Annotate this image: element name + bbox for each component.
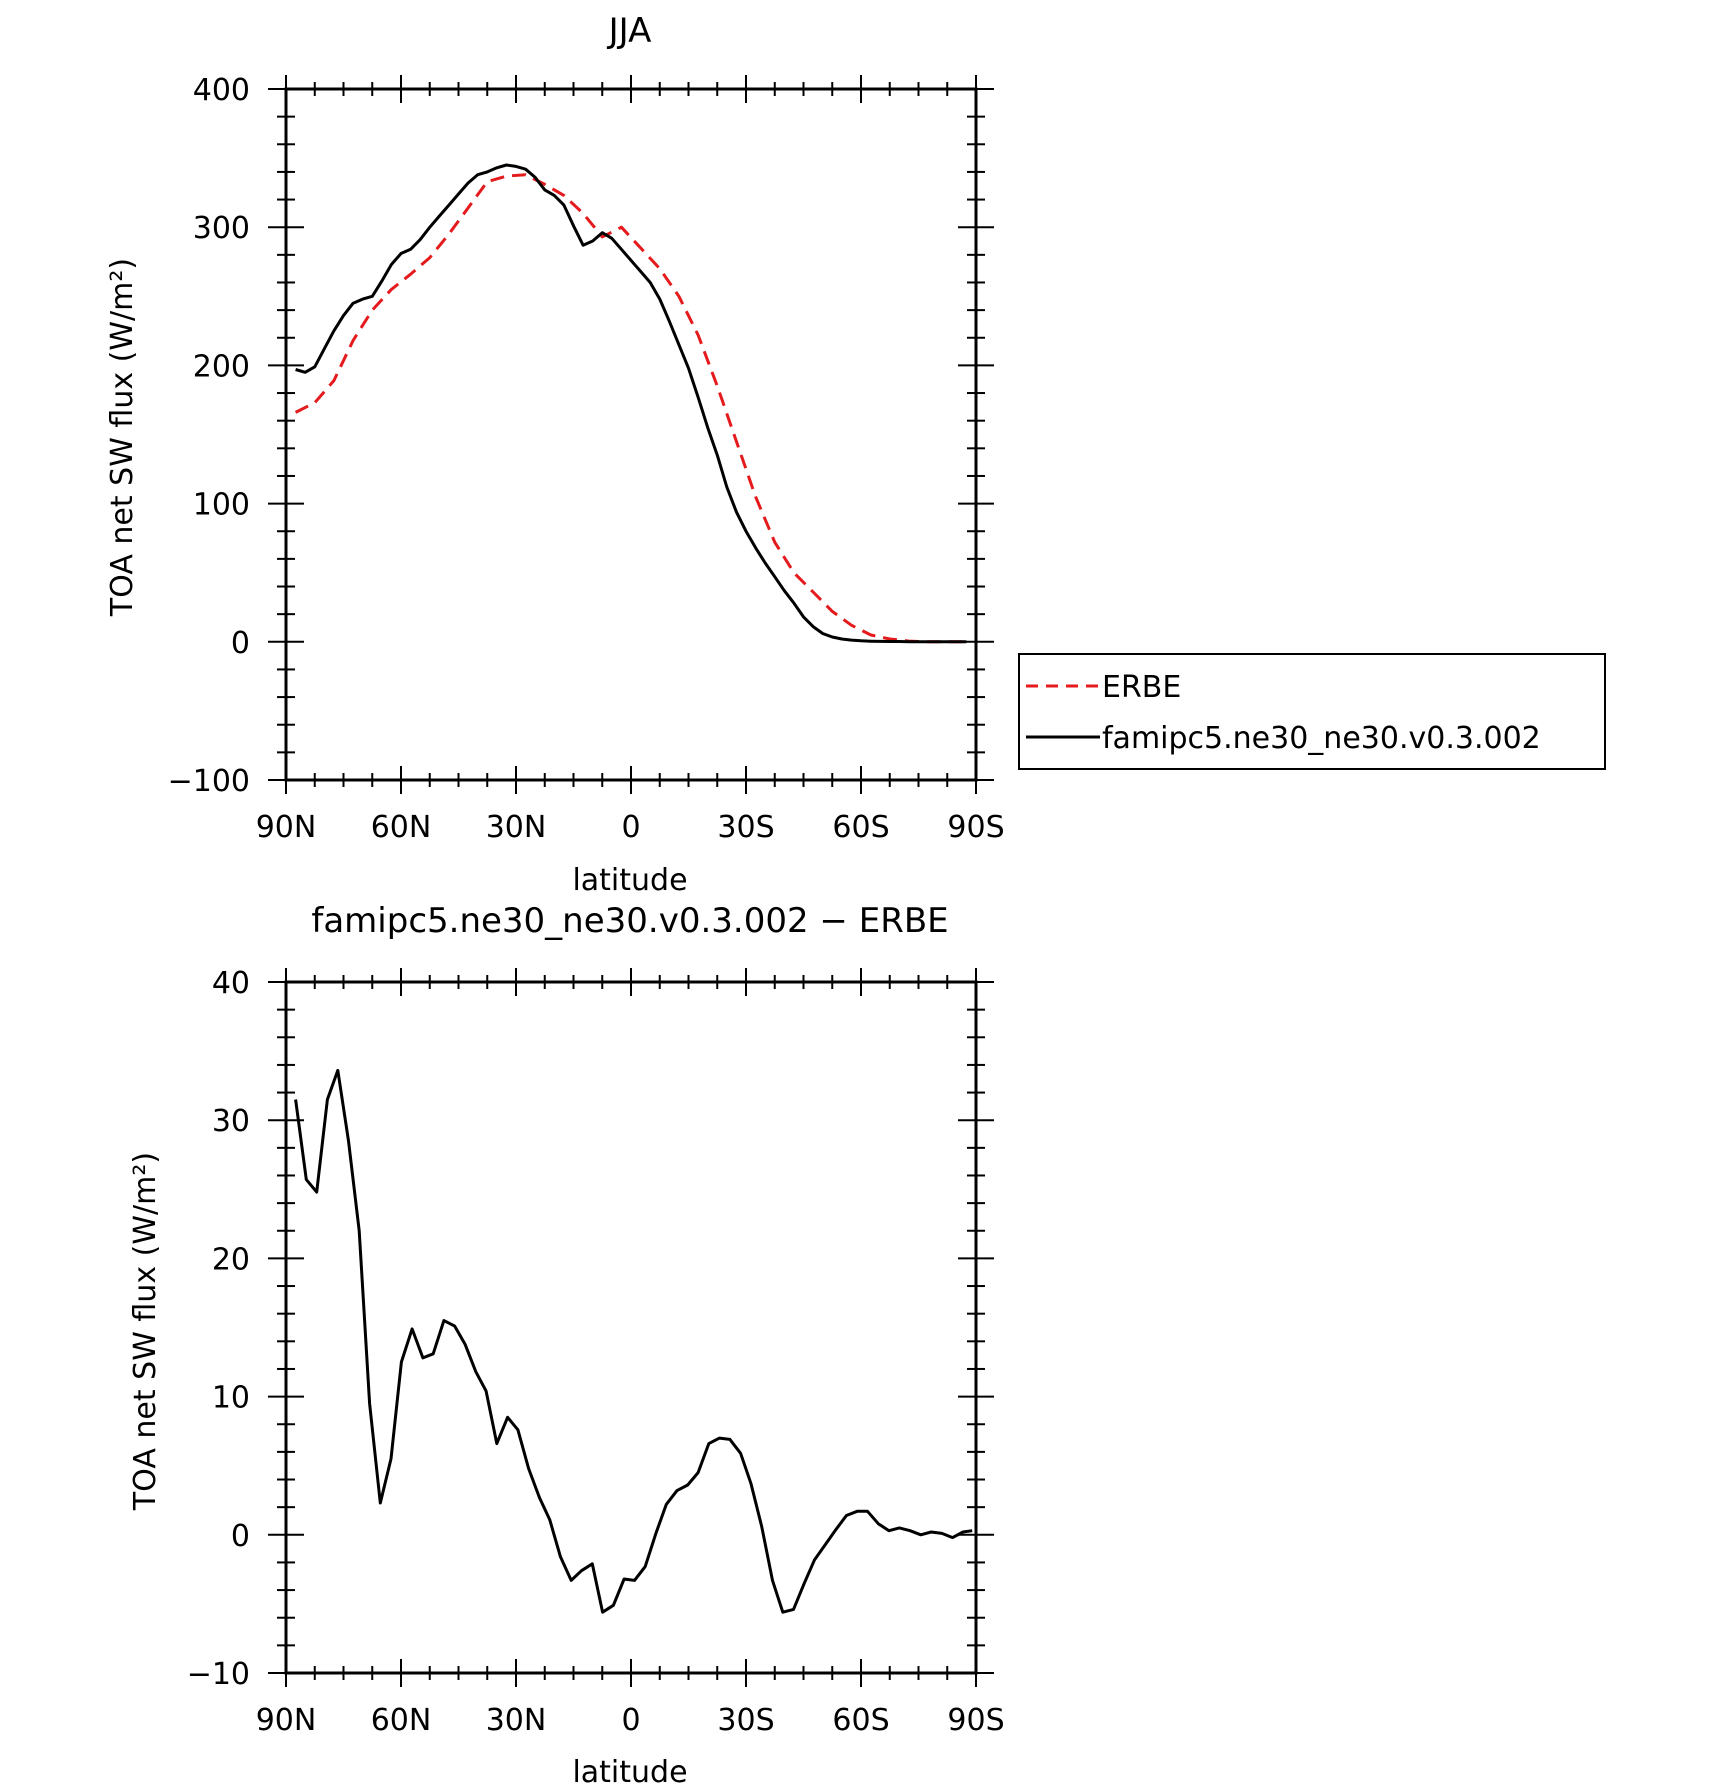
y-tick-label: 400 (193, 73, 250, 108)
x-tick-label: 0 (621, 1703, 640, 1738)
series-line-difference (294, 1068, 973, 1614)
x-tick-label: 30S (717, 810, 774, 845)
x-tick-label: 0 (621, 810, 640, 845)
plot-frame (284, 980, 978, 1675)
y-tick-label: 40 (212, 966, 250, 1001)
x-tick-label: 30N (486, 1703, 547, 1738)
legend-model-label: famipc5.ne30_ne30.v0.3.002 (1102, 721, 1541, 756)
x-tick-label: 60S (832, 1703, 889, 1738)
legend-erbe-label: ERBE (1102, 670, 1181, 705)
x-tick-label: 60N (371, 1703, 432, 1738)
x-tick-label: 60S (832, 810, 889, 845)
y-tick-label: 0 (231, 1519, 250, 1554)
x-tick-label: 90S (947, 810, 1004, 845)
plot-frame (284, 87, 978, 782)
y-tick-label: 30 (212, 1104, 250, 1139)
y-tick-label: 20 (212, 1242, 250, 1277)
top-y-axis-label: TOA net SW flux (W/m²) (105, 258, 140, 617)
bottom-x-axis-label: latitude (572, 1755, 687, 1789)
x-tick-label: 30N (486, 810, 547, 845)
x-tick-label: 90N (256, 1703, 317, 1738)
top-chart-title: JJA (607, 11, 652, 51)
y-tick-label: 200 (193, 349, 250, 384)
series-line-erbe (294, 173, 967, 644)
y-tick-label: 10 (212, 1381, 250, 1416)
x-tick-label: 30S (717, 1703, 774, 1738)
x-tick-label: 90S (947, 1703, 1004, 1738)
y-tick-label: −100 (168, 764, 250, 799)
y-tick-label: 0 (231, 626, 250, 661)
y-tick-label: 100 (193, 488, 250, 523)
x-tick-label: 90N (256, 810, 317, 845)
bottom-panel: famipc5.ne30_ne30.v0.3.002 − ERBE latitu… (128, 901, 1005, 1789)
bottom-y-axis-label: TOA net SW flux (W/m²) (128, 1152, 163, 1511)
top-panel: JJA latitude TOA net SW flux (W/m²) ERBE… (105, 11, 1606, 898)
bottom-chart-title: famipc5.ne30_ne30.v0.3.002 − ERBE (311, 901, 948, 941)
y-tick-label: −10 (187, 1657, 250, 1692)
x-tick-label: 60N (371, 810, 432, 845)
series-line-famipc5-ne30-ne30-v0-3-002 (295, 163, 967, 644)
top-legend-box (1018, 653, 1606, 770)
y-tick-label: 300 (193, 211, 250, 246)
top-x-axis-label: latitude (572, 863, 687, 898)
